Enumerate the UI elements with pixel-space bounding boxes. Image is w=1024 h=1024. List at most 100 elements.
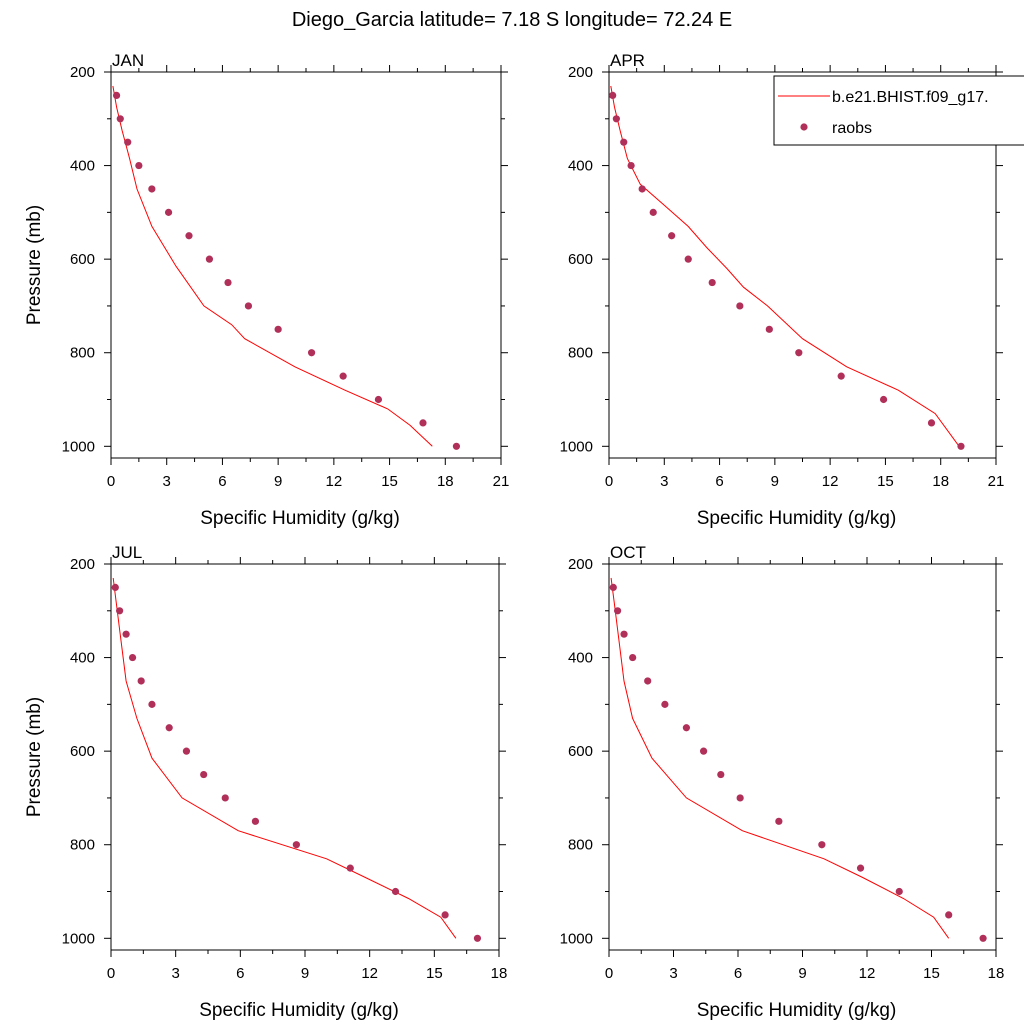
x-tick-label: 21 [988,473,1005,490]
x-axis-title: Specific Humidity (g/kg) [200,508,400,529]
y-tick-label: 400 [70,158,95,175]
x-tick-label: 18 [491,965,508,982]
raobs-point [614,607,622,615]
raobs-point [122,630,130,638]
x-tick-label: 6 [218,473,226,490]
raobs-point [274,325,282,333]
y-tick-label: 600 [70,743,95,760]
y-tick-label: 1000 [560,930,593,947]
raobs-point [837,372,845,380]
raobs-point [979,934,987,942]
raobs-point [339,372,347,380]
x-tick-label: 18 [932,473,949,490]
raobs-point [205,255,214,263]
raobs-point [346,864,354,872]
plot-frame [110,563,500,951]
raobs-point [135,161,143,170]
raobs-point [148,185,156,193]
x-tick-label: 0 [605,965,613,982]
x-tick-label: 18 [988,965,1005,982]
x-tick-label: 18 [437,473,454,490]
raobs-point [895,887,903,896]
raobs-point [700,747,708,755]
raobs-point [684,255,692,263]
x-tick-label: 12 [822,473,839,490]
raobs-point [609,91,617,99]
y-tick-label: 200 [568,556,593,573]
model-profile-line [610,577,950,939]
panel-label: OCT [610,543,646,562]
y-tick-label: 1000 [560,438,593,455]
y-tick-label: 600 [568,743,593,760]
panel-jul: JUL 0 3 6 9 12 15 18 200 400 600 800 1000 Specific Hu… [24,543,507,1021]
raobs-point [775,817,783,825]
x-tick-label: 0 [107,965,115,982]
legend-box [773,75,1024,146]
y-tick-label: 1000 [62,438,95,455]
raobs-point [717,770,725,779]
model-profile-line [112,85,433,447]
raobs-point [736,302,744,310]
x-tick-label: 9 [274,473,282,490]
raobs-point [644,677,652,685]
y-tick-label: 800 [70,837,95,854]
x-tick-label: 0 [107,473,115,490]
y-tick-label: 800 [70,345,95,362]
x-tick-label: 3 [660,473,668,490]
raobs-point [224,278,232,287]
panel-label: APR [610,51,645,70]
x-tick-label: 15 [923,965,940,982]
panel-label: JAN [112,51,144,70]
x-tick-label: 9 [301,965,309,982]
x-tick-label: 3 [163,473,171,490]
y-tick-label: 800 [568,345,593,362]
raobs-point [682,724,691,732]
x-axis-title: Specific Humidity (g/kg) [697,1000,897,1021]
raobs-point [452,442,461,450]
raobs-point [736,794,744,802]
x-tick-label: 21 [493,473,510,490]
raobs-point [661,700,669,708]
plot-frame [110,71,502,459]
y-axis-title: Pressure (mb) [24,205,45,325]
x-tick-label: 12 [859,965,876,982]
raobs-point [818,841,826,849]
raobs-point [620,138,628,146]
raobs-point [795,349,803,357]
raobs-point [638,185,646,193]
raobs-point [856,864,865,872]
x-tick-label: 15 [381,473,398,490]
raobs-point [708,278,716,287]
raobs-point [164,208,173,216]
x-tick-label: 6 [715,473,723,490]
raobs-point [374,395,383,404]
panel-label: JUL [112,543,142,562]
raobs-point [111,583,119,591]
x-tick-label: 0 [605,473,613,490]
legend-marker-swatch [800,123,808,131]
raobs-point [116,115,124,123]
raobs-point [441,911,449,919]
x-tick-label: 6 [236,965,244,982]
x-tick-label: 15 [877,473,894,490]
raobs-point [879,395,888,404]
raobs-point [128,653,137,662]
raobs-point [185,232,193,240]
x-tick-label: 9 [798,965,806,982]
raobs-point [165,724,173,732]
y-tick-label: 600 [70,251,95,268]
raobs-point [137,677,145,685]
raobs-point [292,841,300,849]
x-tick-label: 12 [326,473,343,490]
raobs-point [945,911,953,919]
raobs-point [627,161,635,170]
model-profile-line [112,577,457,939]
raobs-point [112,91,121,99]
legend: b.e21.BHIST.f09_g17. raobs [773,75,1024,146]
raobs-point [765,325,773,333]
x-tick-label: 3 [171,965,179,982]
raobs-point [620,630,628,638]
raobs-point [251,817,260,825]
raobs-point [609,583,617,591]
